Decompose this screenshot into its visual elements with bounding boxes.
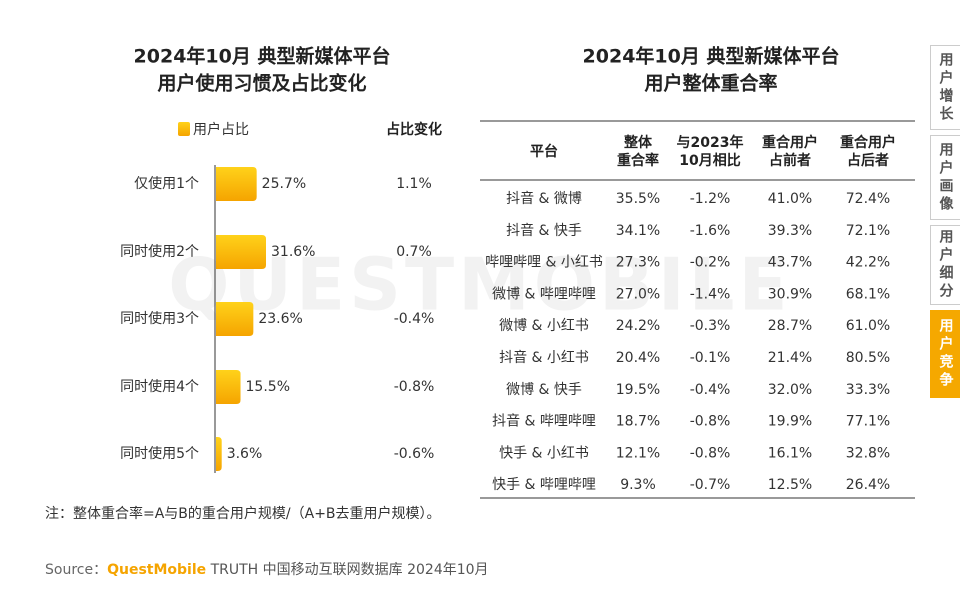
change-header: 占比变化: [386, 121, 442, 138]
table-cell: 微博 & 快手: [506, 381, 582, 398]
table-cell: 72.1%: [846, 223, 890, 239]
table-cell: 9.3%: [620, 477, 656, 493]
category-label: 同时使用3个: [120, 310, 199, 327]
table-header: 平台: [530, 143, 558, 160]
category-label: 仅使用1个: [134, 175, 199, 192]
table-cell: 68.1%: [846, 286, 890, 302]
table-header: 重合率: [617, 152, 659, 169]
table-cell: -0.1%: [690, 350, 731, 366]
chart: QUESTMOBILE 2024年10月 典型新媒体平台 用户使用习惯及占比变化…: [45, 45, 915, 578]
table-cell: -1.2%: [690, 191, 731, 207]
note: 注：整体重合率=A与B的重合用户规模/（A+B去重用户规模）。: [45, 505, 441, 522]
table-cell: 41.0%: [768, 191, 812, 207]
chart-title: 用户使用习惯及占比变化: [157, 72, 366, 95]
table-cell: 35.5%: [616, 191, 660, 207]
bar: [216, 437, 222, 471]
table-cell: -0.8%: [690, 414, 731, 430]
sidebar-tab[interactable]: 用户画像: [930, 135, 960, 220]
source-label: Source：: [45, 562, 107, 578]
table-header: 占后者: [847, 152, 889, 169]
bar: [216, 167, 257, 201]
table-cell: 34.1%: [616, 223, 660, 239]
category-label: 同时使用4个: [120, 378, 199, 395]
bar: [216, 235, 266, 269]
table-cell: 33.3%: [846, 382, 890, 398]
change-label: 0.7%: [396, 244, 432, 260]
value-label: 3.6%: [227, 446, 263, 462]
category-label: 同时使用2个: [120, 243, 199, 260]
table-cell: 抖音 & 微博: [506, 190, 582, 207]
table-header: 重合用户: [840, 134, 896, 151]
source: Source：QuestMobile TRUTH 中国移动互联网数据库 2024…: [45, 562, 489, 578]
table-cell: 43.7%: [768, 255, 812, 271]
sidebar-tab[interactable]: 用户竞争: [930, 310, 960, 398]
change-label: -0.6%: [394, 446, 435, 462]
legend-swatch: [178, 122, 190, 136]
table-cell: 28.7%: [768, 318, 812, 334]
value-label: 23.6%: [258, 311, 302, 327]
table-cell: 80.5%: [846, 350, 890, 366]
bar: [216, 302, 254, 336]
source-text: TRUTH 中国移动互联网数据库 2024年10月: [206, 562, 488, 578]
table-cell: 32.8%: [846, 445, 890, 461]
table-cell: 27.3%: [616, 255, 660, 271]
change-label: 1.1%: [396, 176, 432, 192]
table-cell: 72.4%: [846, 191, 890, 207]
sidebar-tab[interactable]: 用户增长: [930, 45, 960, 130]
table-cell: -0.2%: [690, 255, 731, 271]
table-cell: 抖音 & 小红书: [499, 349, 589, 366]
table-cell: 12.5%: [768, 477, 812, 493]
table-cell: -1.6%: [690, 223, 731, 239]
change-label: -0.4%: [394, 311, 435, 327]
table-cell: 微博 & 小红书: [499, 317, 589, 334]
table-cell: 19.5%: [616, 382, 660, 398]
table-cell: 12.1%: [616, 445, 660, 461]
table-cell: -0.3%: [690, 318, 731, 334]
table-title: 用户整体重合率: [644, 72, 777, 95]
category-label: 同时使用5个: [120, 445, 199, 462]
watermark: QUESTMOBILE: [168, 243, 791, 327]
table-cell: 39.3%: [768, 223, 812, 239]
table-title: 2024年10月 典型新媒体平台: [583, 45, 840, 68]
table-cell: -0.8%: [690, 445, 731, 461]
table-header: 10月相比: [679, 152, 740, 169]
table-cell: 20.4%: [616, 350, 660, 366]
table-cell: 42.2%: [846, 255, 890, 271]
bar: [216, 370, 241, 404]
table-cell: 微博 & 哔哩哔哩: [492, 285, 596, 302]
table-cell: -0.7%: [690, 477, 731, 493]
table-cell: 快手 & 哔哩哔哩: [492, 477, 596, 493]
table-cell: 快手 & 小红书: [499, 445, 589, 461]
table-cell: 21.4%: [768, 350, 812, 366]
table-cell: 抖音 & 哔哩哔哩: [492, 413, 596, 430]
value-label: 31.6%: [271, 244, 315, 260]
table-cell: 32.0%: [768, 382, 812, 398]
table-header: 整体: [623, 134, 653, 151]
table-header: 与2023年: [677, 134, 744, 151]
table-header: 占前者: [769, 152, 811, 169]
table-cell: 18.7%: [616, 414, 660, 430]
table-cell: -0.4%: [690, 382, 731, 398]
table-cell: 抖音 & 快手: [506, 222, 582, 239]
table-header: 重合用户: [762, 134, 818, 151]
table-cell: 哔哩哔哩 & 小红书: [485, 255, 603, 271]
table-cell: 77.1%: [846, 414, 890, 430]
table-cell: 19.9%: [768, 414, 812, 430]
value-label: 15.5%: [246, 379, 290, 395]
value-label: 25.7%: [262, 176, 306, 192]
legend-label: 用户占比: [193, 121, 249, 138]
table-cell: 26.4%: [846, 477, 890, 493]
table-cell: 24.2%: [616, 318, 660, 334]
source-brand: QuestMobile: [107, 562, 206, 578]
chart-title: 2024年10月 典型新媒体平台: [134, 45, 391, 68]
change-label: -0.8%: [394, 379, 435, 395]
table-cell: 27.0%: [616, 286, 660, 302]
table-cell: 16.1%: [768, 445, 812, 461]
sidebar-tab[interactable]: 用户细分: [930, 225, 960, 305]
table-cell: 61.0%: [846, 318, 890, 334]
table-cell: -1.4%: [690, 286, 731, 302]
table-cell: 30.9%: [768, 286, 812, 302]
